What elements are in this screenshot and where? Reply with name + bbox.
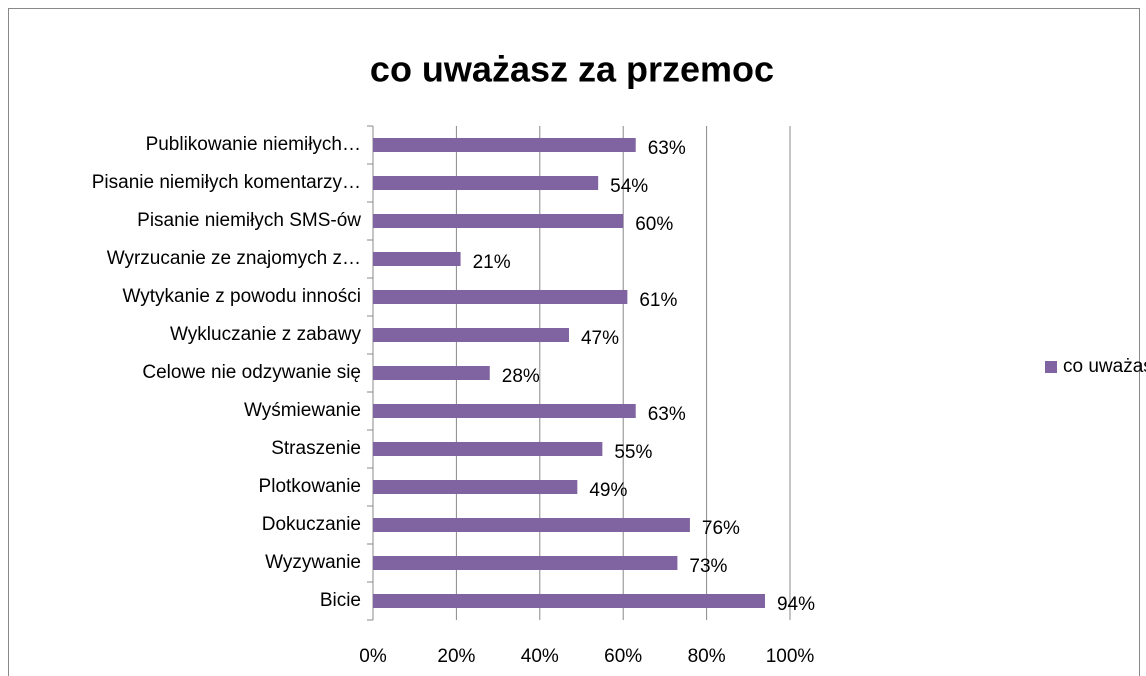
bar — [373, 328, 569, 342]
x-tick-label: 60% — [604, 646, 642, 667]
x-tick-label: 0% — [359, 646, 387, 667]
bar — [373, 366, 490, 380]
bar — [373, 442, 603, 456]
y-tick-label: Bicie — [320, 590, 361, 611]
data-label: 47% — [581, 328, 619, 349]
data-label: 54% — [610, 176, 648, 197]
y-tick-label: Plotkowanie — [259, 476, 361, 497]
data-label: 49% — [589, 480, 627, 501]
bar — [373, 252, 461, 266]
bar — [373, 518, 690, 532]
y-tick-label: Wyzywanie — [265, 552, 361, 573]
y-tick-label: Wykluczanie z zabawy — [170, 324, 361, 345]
data-label: 73% — [689, 556, 727, 577]
bar — [373, 594, 765, 608]
data-label: 63% — [648, 138, 686, 159]
bar — [373, 480, 578, 494]
x-tick-label: 40% — [521, 646, 559, 667]
data-label: 55% — [614, 442, 652, 463]
data-label: 63% — [648, 404, 686, 425]
y-tick-label: Celowe nie odzywanie się — [142, 362, 361, 383]
bar — [373, 404, 636, 418]
bar — [373, 176, 599, 190]
y-tick-label: Pisanie niemiłych SMS-ów — [137, 210, 361, 231]
legend-swatch — [1045, 361, 1057, 373]
data-label: 60% — [635, 214, 673, 235]
y-tick-label: Wyrzucanie ze znajomych z… — [107, 248, 361, 269]
y-tick-label: Pisanie niemiłych komentarzy… — [92, 172, 361, 193]
data-label: 94% — [777, 594, 815, 615]
x-tick-label: 80% — [688, 646, 726, 667]
y-tick-label: Publikowanie niemiłych… — [146, 134, 361, 155]
x-tick-label: 20% — [437, 646, 475, 667]
data-label: 76% — [702, 518, 740, 539]
chart-title: co uważasz za przemoc — [370, 49, 774, 90]
y-tick-label: Dokuczanie — [262, 514, 361, 535]
bar — [373, 556, 678, 570]
x-tick-label: 100% — [766, 646, 815, 667]
bar — [373, 138, 636, 152]
y-tick-label: Straszenie — [271, 438, 361, 459]
bar — [373, 214, 624, 228]
bar — [373, 290, 628, 304]
data-label: 21% — [473, 252, 511, 273]
y-tick-label: Wytykanie z powodu inności — [122, 286, 361, 307]
y-tick-label: Wyśmiewanie — [244, 400, 361, 421]
data-label: 61% — [639, 290, 677, 311]
data-label: 28% — [502, 366, 540, 387]
legend-label: co uważasz za przemoc — [1063, 356, 1146, 377]
